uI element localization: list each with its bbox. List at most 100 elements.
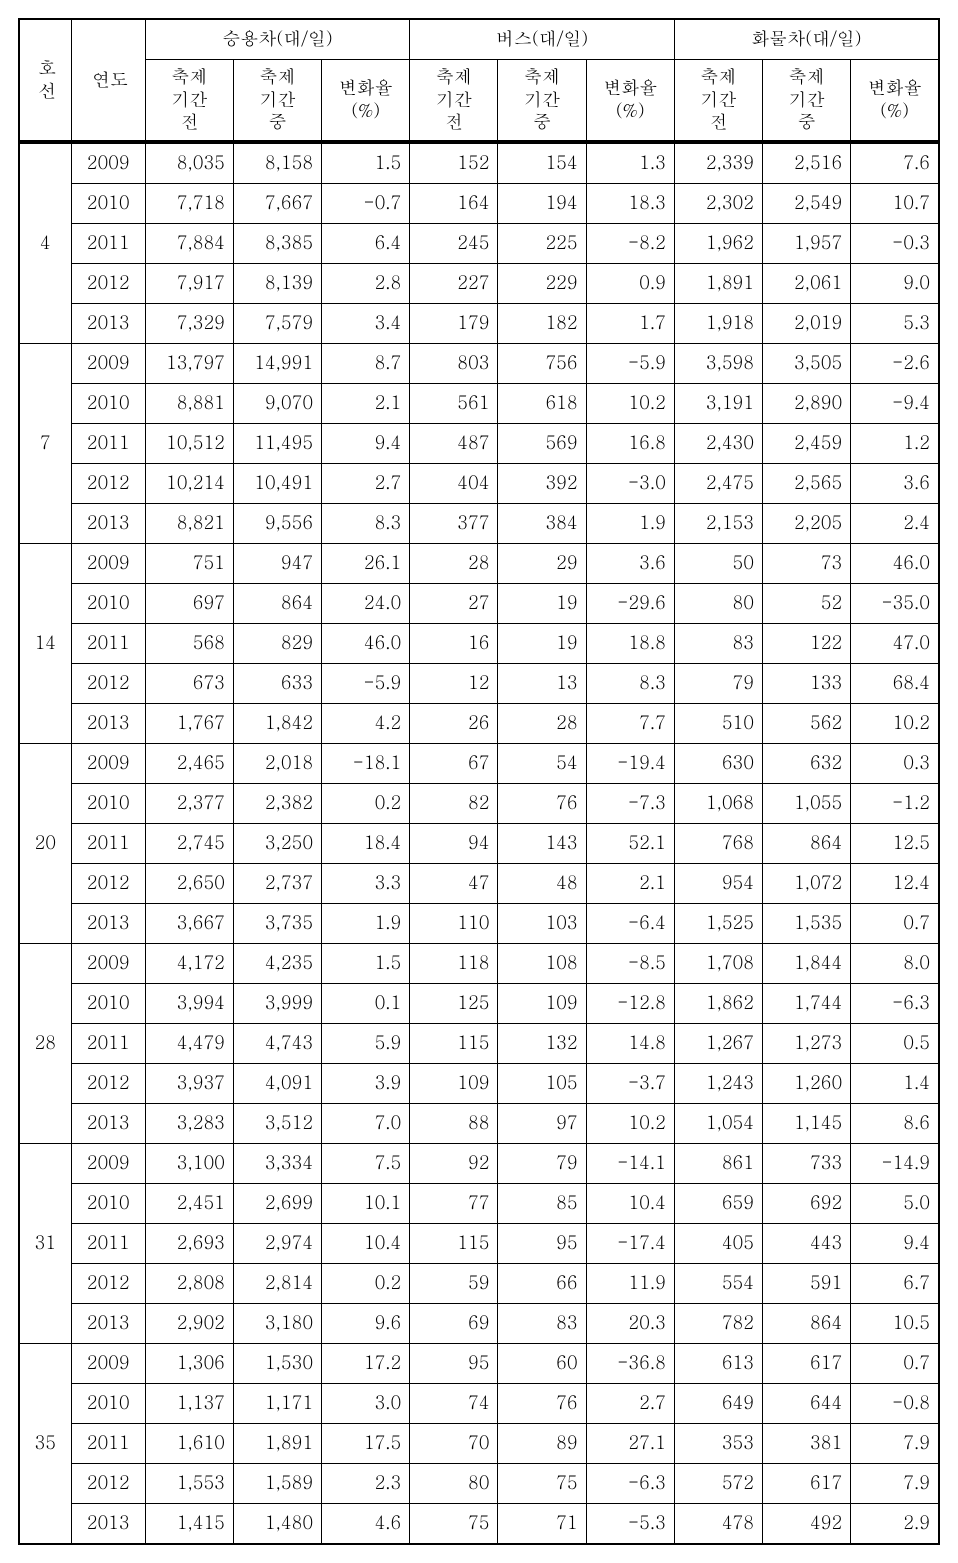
year-cell: 2010	[71, 1183, 145, 1223]
value-cell: 3,994	[145, 983, 233, 1023]
value-cell: 10.5	[851, 1303, 939, 1343]
table-row: 20127,9178,1392.82272290.91,8912,0619.0	[19, 263, 939, 303]
value-cell: 2,430	[674, 423, 762, 463]
value-cell: 10.1	[322, 1183, 410, 1223]
value-cell: 8.6	[851, 1103, 939, 1143]
traffic-table: 호선 연도 승용차(대/일) 버스(대/일) 화물차(대/일) 축제기간전 축제…	[18, 18, 940, 1545]
value-cell: 613	[674, 1343, 762, 1383]
value-cell: 692	[763, 1183, 851, 1223]
value-cell: 2,205	[763, 503, 851, 543]
value-cell: 152	[410, 143, 498, 183]
value-cell: 8,881	[145, 383, 233, 423]
value-cell: 67	[410, 743, 498, 783]
value-cell: 2,693	[145, 1223, 233, 1263]
value-cell: 2,465	[145, 743, 233, 783]
table-row: 20138,8219,5568.33773841.92,1532,2052.4	[19, 503, 939, 543]
page: 호선 연도 승용차(대/일) 버스(대/일) 화물차(대/일) 축제기간전 축제…	[0, 0, 958, 1563]
value-cell: 79	[674, 663, 762, 703]
value-cell: 12.5	[851, 823, 939, 863]
value-cell: 381	[763, 1423, 851, 1463]
value-cell: 17.2	[322, 1343, 410, 1383]
value-cell: 697	[145, 583, 233, 623]
value-cell: 3,505	[763, 343, 851, 383]
table-row: 420098,0358,1581.51521541.32,3392,5167.6	[19, 143, 939, 183]
hdr-group-car: 승용차(대/일)	[145, 19, 410, 60]
value-cell: 143	[498, 823, 586, 863]
value-cell: 4,235	[233, 943, 321, 983]
value-cell: 52	[763, 583, 851, 623]
value-cell: 1,767	[145, 703, 233, 743]
year-cell: 2012	[71, 863, 145, 903]
value-cell: 76	[498, 1383, 586, 1423]
value-cell: 1,273	[763, 1023, 851, 1063]
line-number: 14	[19, 543, 71, 743]
value-cell: 2,382	[233, 783, 321, 823]
value-cell: 2,475	[674, 463, 762, 503]
year-cell: 2013	[71, 903, 145, 943]
value-cell: 7.9	[851, 1463, 939, 1503]
line-number: 28	[19, 943, 71, 1143]
value-cell: -6.3	[851, 983, 939, 1023]
year-cell: 2012	[71, 1263, 145, 1303]
value-cell: 443	[763, 1223, 851, 1263]
value-cell: 2,377	[145, 783, 233, 823]
value-cell: 1,744	[763, 983, 851, 1023]
value-cell: 1,842	[233, 703, 321, 743]
value-cell: 3.0	[322, 1383, 410, 1423]
table-row: 2012673633-5.912138.37913368.4	[19, 663, 939, 703]
value-cell: 1,553	[145, 1463, 233, 1503]
value-cell: 864	[233, 583, 321, 623]
year-cell: 2013	[71, 1503, 145, 1544]
value-cell: 2,699	[233, 1183, 321, 1223]
value-cell: -2.6	[851, 343, 939, 383]
value-cell: 103	[498, 903, 586, 943]
value-cell: 28	[498, 703, 586, 743]
hdr-bus-before: 축제기간전	[410, 60, 498, 140]
value-cell: 1,055	[763, 783, 851, 823]
value-cell: 2,814	[233, 1263, 321, 1303]
value-cell: 79	[498, 1143, 586, 1183]
value-cell: -29.6	[586, 583, 674, 623]
value-cell: 133	[763, 663, 851, 703]
value-cell: 2.7	[322, 463, 410, 503]
value-cell: 1,480	[233, 1503, 321, 1544]
value-cell: 48	[498, 863, 586, 903]
value-cell: 2,808	[145, 1263, 233, 1303]
value-cell: 3,667	[145, 903, 233, 943]
hdr-car-during: 축제기간중	[233, 60, 321, 140]
hdr-trk-before: 축제기간전	[674, 60, 762, 140]
value-cell: 89	[498, 1423, 586, 1463]
year-cell: 2009	[71, 743, 145, 783]
value-cell: 1,054	[674, 1103, 762, 1143]
year-cell: 2009	[71, 943, 145, 983]
value-cell: 3,735	[233, 903, 321, 943]
value-cell: 9,070	[233, 383, 321, 423]
year-cell: 2013	[71, 1103, 145, 1143]
value-cell: 6.4	[322, 223, 410, 263]
year-cell: 2009	[71, 343, 145, 383]
value-cell: 10.4	[322, 1223, 410, 1263]
value-cell: 2,974	[233, 1223, 321, 1263]
value-cell: 1,306	[145, 1343, 233, 1383]
value-cell: 6.7	[851, 1263, 939, 1303]
value-cell: -8.2	[586, 223, 674, 263]
value-cell: 572	[674, 1463, 762, 1503]
value-cell: 8.3	[322, 503, 410, 543]
value-cell: 109	[410, 1063, 498, 1103]
line-number: 7	[19, 343, 71, 543]
value-cell: -36.8	[586, 1343, 674, 1383]
value-cell: 7.0	[322, 1103, 410, 1143]
value-cell: 829	[233, 623, 321, 663]
hdr-bus-during: 축제기간중	[498, 60, 586, 140]
value-cell: -3.7	[586, 1063, 674, 1103]
value-cell: 9.6	[322, 1303, 410, 1343]
value-cell: 12	[410, 663, 498, 703]
table-row: 20131,4151,4804.67571-5.34784922.9	[19, 1503, 939, 1544]
value-cell: 115	[410, 1223, 498, 1263]
value-cell: 478	[674, 1503, 762, 1544]
value-cell: 8,158	[233, 143, 321, 183]
value-cell: 1,260	[763, 1063, 851, 1103]
value-cell: 8,821	[145, 503, 233, 543]
value-cell: 52.1	[586, 823, 674, 863]
value-cell: 26.1	[322, 543, 410, 583]
